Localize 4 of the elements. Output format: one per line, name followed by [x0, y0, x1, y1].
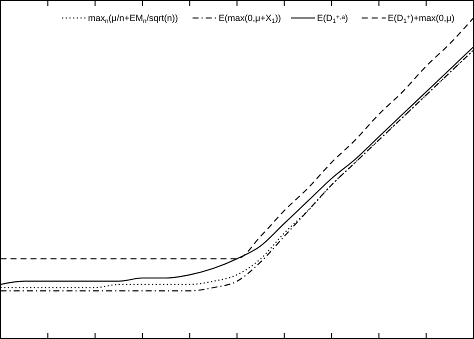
legend-label: E(D$_{1}$$^{+}$)+max(0,μ)	[388, 13, 454, 25]
legend-label: max$_{n}$(μ/n+EM$_{n}$/sqrt(n))	[88, 13, 178, 25]
legend-label: E(D$_{1}$$^{+,a}$)	[317, 13, 348, 25]
legend-label: E(max(0,μ+X$_{1}$))	[218, 13, 282, 25]
